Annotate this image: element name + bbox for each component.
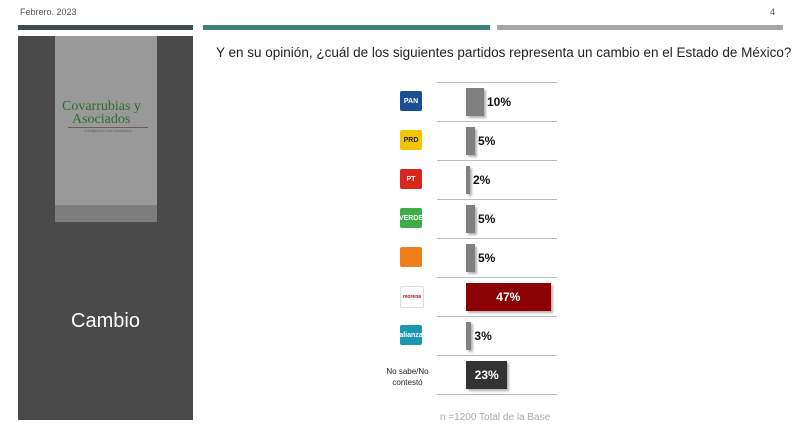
party-logo-icon-verde: VERDE xyxy=(399,208,423,228)
row-separator xyxy=(437,238,557,239)
row-separator xyxy=(437,355,557,356)
page-number: 4 xyxy=(770,7,776,17)
data-label: 23% xyxy=(474,368,499,382)
row-separator xyxy=(437,394,557,395)
logo-panel xyxy=(55,36,157,222)
party-logo-icon-pt: PT xyxy=(400,169,422,189)
bar xyxy=(466,88,484,116)
row-separator xyxy=(437,82,557,83)
bar xyxy=(466,244,475,272)
row-separator xyxy=(437,160,557,161)
party-logo-icon-morena: morena xyxy=(400,286,424,308)
party-logo-icon-nueva-alianza: alianza xyxy=(399,325,423,345)
bar xyxy=(466,322,472,350)
logo-panel-footer xyxy=(55,205,157,222)
bar xyxy=(466,127,475,155)
header-bar-dark xyxy=(18,25,193,30)
row-separator xyxy=(437,277,557,278)
data-label: 10% xyxy=(487,95,512,109)
data-label: 47% xyxy=(496,290,521,304)
bar xyxy=(466,361,508,389)
data-label: 2% xyxy=(473,173,491,187)
data-label: 5% xyxy=(478,134,496,148)
section-title: Cambio xyxy=(71,310,140,332)
party-logo-icon-pan: PAN xyxy=(400,91,422,111)
header-bar-teal xyxy=(203,25,490,30)
row-separator xyxy=(437,199,557,200)
row-separator xyxy=(437,316,557,317)
data-label: 5% xyxy=(478,251,496,265)
logo: Covarrubias y Asociados xyxy=(62,99,141,127)
party-logo-icon-mc xyxy=(400,247,422,267)
date-label: Febrero. 2023 xyxy=(20,7,77,17)
row-separator xyxy=(437,121,557,122)
party-logo-icon-prd: PRD xyxy=(400,130,422,150)
data-label: 5% xyxy=(478,212,496,226)
bar xyxy=(466,166,470,194)
chart-title: Y en su opinión, ¿cuál de los siguientes… xyxy=(216,45,792,60)
bar xyxy=(466,205,475,233)
logo-tagline: Inteligencia con resultados xyxy=(68,127,148,133)
sample-note: n =1200 Total de la Base xyxy=(440,412,551,423)
data-label: 3% xyxy=(474,329,492,343)
bar xyxy=(466,283,551,311)
header-bar-gray xyxy=(497,25,783,30)
category-label-no-sabe: No sabe/No contestó xyxy=(386,367,429,387)
